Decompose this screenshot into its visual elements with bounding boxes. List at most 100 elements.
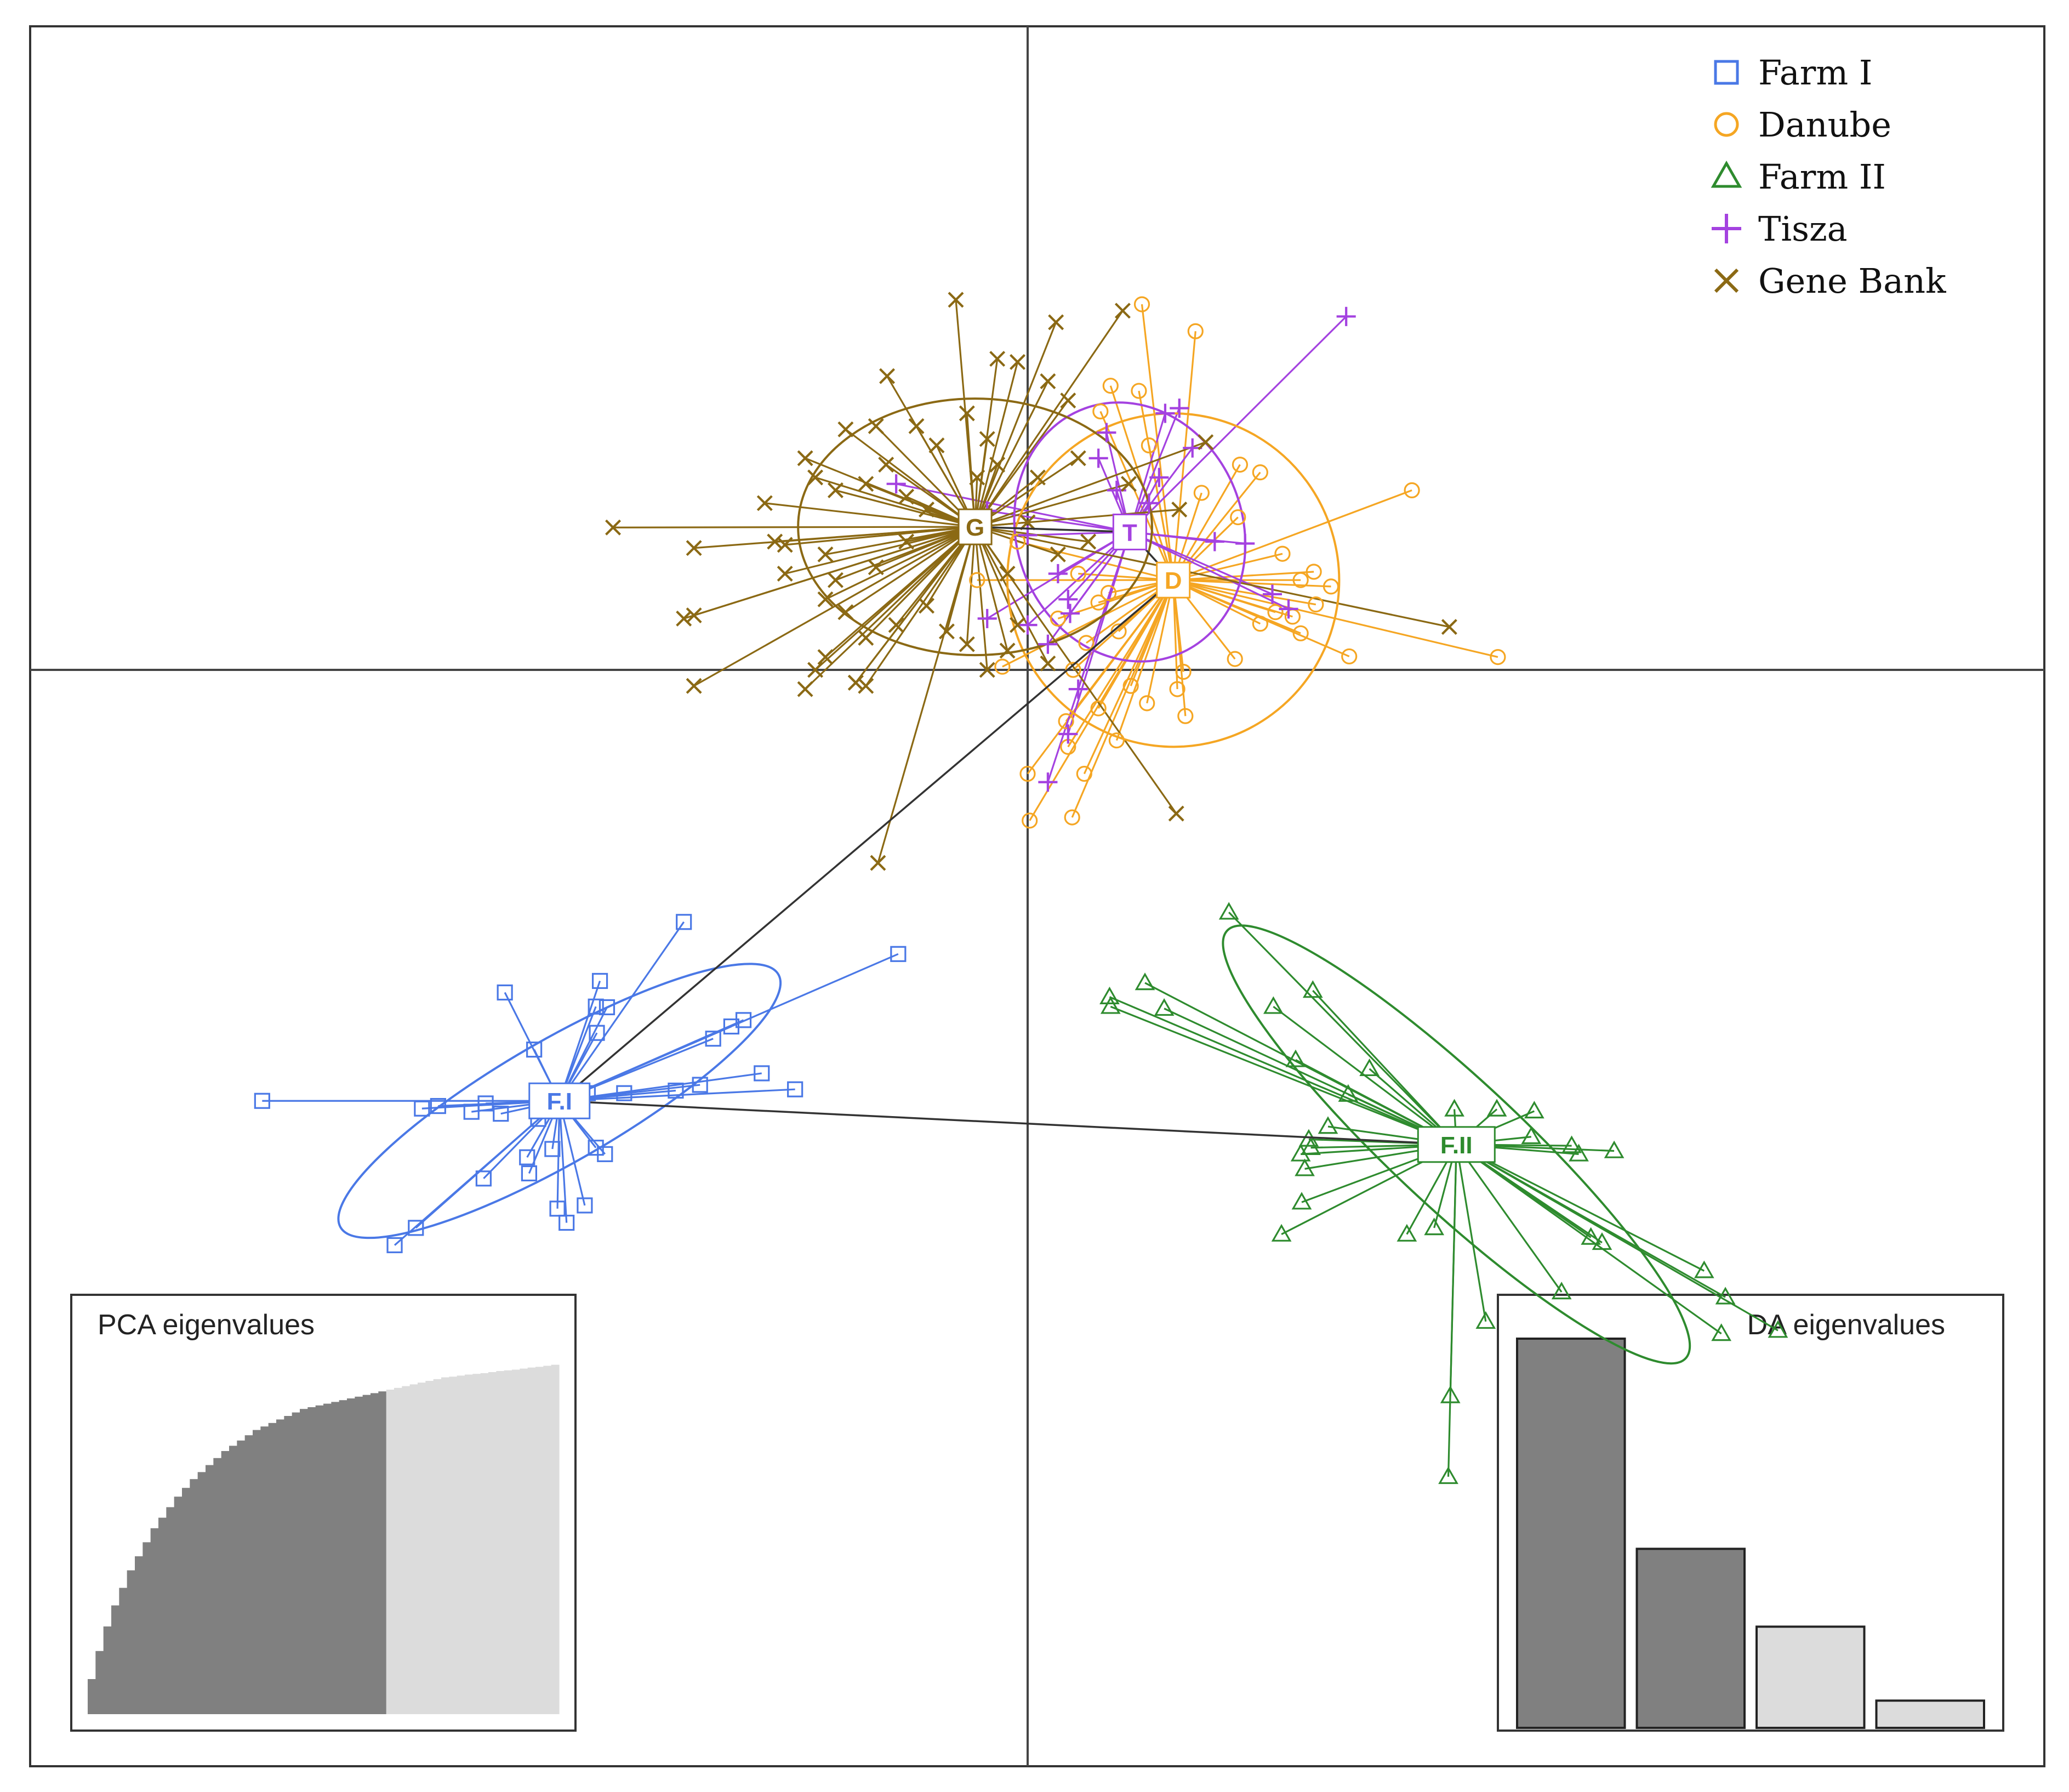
data-point [686, 678, 702, 694]
spider-line [558, 921, 685, 1102]
data-point [591, 972, 608, 989]
data-point [544, 1141, 561, 1157]
data-point [1050, 546, 1066, 562]
pca-eigenvalue-bar [315, 1405, 324, 1714]
data-point [676, 914, 692, 930]
centroid-box [1112, 513, 1147, 550]
data-point [948, 292, 964, 308]
data-point [1581, 1227, 1601, 1245]
data-point [898, 488, 915, 505]
data-point [477, 1095, 494, 1112]
pca-eigenvalue-bar [418, 1383, 426, 1714]
data-point [1092, 403, 1109, 420]
pca-eigenvalue-bar [425, 1381, 434, 1714]
data-point [1193, 485, 1210, 501]
spider-line [974, 322, 1057, 527]
data-point [605, 519, 622, 536]
data-point [827, 572, 843, 588]
spider-line [974, 526, 1450, 628]
pca-eigenvalue-bar [378, 1391, 387, 1714]
data-point [989, 351, 1006, 367]
pca-eigenvalue-bar [206, 1465, 214, 1714]
pca-eigenvalue-bar [158, 1517, 167, 1714]
data-point [1323, 578, 1340, 595]
pca-eigenvalue-bar [331, 1402, 340, 1714]
data-point [254, 1093, 270, 1109]
pca-eigenvalue-bar [386, 1390, 395, 1714]
pca-eigenvalue-bar [221, 1451, 230, 1714]
centroid-farm-i: F.I [528, 1082, 591, 1119]
data-point [756, 495, 773, 511]
legend-marker-icon [1714, 268, 1739, 293]
spider-line [855, 526, 976, 684]
pca-eigenvalue-bar [472, 1374, 481, 1714]
data-point [1198, 434, 1214, 451]
data-point [1090, 700, 1107, 716]
data-point [1404, 482, 1420, 499]
data-point [1711, 1323, 1732, 1341]
points-gene-bank [605, 292, 1457, 871]
data-point [1438, 1466, 1458, 1484]
data-point [979, 662, 995, 678]
spider-line [1029, 579, 1175, 821]
data-point [1038, 772, 1058, 792]
centroid-box [1417, 1126, 1496, 1163]
spider-line [1057, 579, 1174, 619]
spider-line [559, 1088, 795, 1102]
data-point [797, 681, 813, 697]
points-tisza [886, 306, 1356, 792]
data-point [1154, 998, 1175, 1016]
data-point [1070, 450, 1086, 467]
data-point [1177, 708, 1194, 724]
data-point [1295, 1158, 1315, 1176]
data-point [898, 533, 915, 550]
data-point [1441, 619, 1457, 635]
data-point [1521, 1126, 1542, 1145]
data-point [969, 572, 985, 588]
pca-eigenvalue-bar [135, 1556, 143, 1714]
da-eigenvalue-bar [1755, 1625, 1866, 1729]
pca-eigenvalue-bar [512, 1369, 520, 1714]
data-point [1078, 635, 1095, 651]
data-point [837, 421, 854, 437]
data-point [463, 1103, 480, 1120]
spider-line [1109, 996, 1457, 1146]
data-point [1141, 437, 1157, 454]
centroid-tisza: T [1112, 513, 1147, 550]
spider-line [1172, 464, 1241, 581]
data-point [959, 636, 975, 652]
data-point [1694, 1260, 1714, 1278]
spider-line [1173, 579, 1350, 657]
spider-line [1173, 553, 1283, 581]
data-point [817, 591, 834, 607]
data-point [969, 469, 985, 486]
data-point [767, 533, 783, 550]
spider-line [966, 526, 976, 645]
spider-line [974, 526, 988, 670]
data-point [928, 437, 945, 453]
legend-item-danube: Danube [1714, 105, 1891, 145]
pca-eigenvalue-bar [276, 1419, 284, 1714]
data-point [919, 598, 934, 614]
data-point [616, 1085, 632, 1101]
data-point [1271, 1224, 1292, 1242]
pca-eigenvalue-bar [307, 1407, 316, 1714]
data-point [549, 1201, 566, 1217]
data-point [1139, 493, 1159, 513]
data-point [1122, 678, 1139, 694]
data-point [1058, 713, 1074, 730]
pca-eigenvalue-bar [119, 1588, 128, 1714]
legend-label: Danube [1758, 105, 1891, 145]
data-point [1227, 651, 1243, 667]
data-point [1263, 996, 1284, 1014]
data-point [1341, 648, 1358, 665]
spider-line [974, 400, 1069, 528]
pca-eigenvalue-bar [347, 1398, 355, 1714]
data-point [521, 1165, 538, 1182]
legend-marker-icon [1714, 112, 1739, 137]
pca-eigenvalue-bar [551, 1364, 560, 1714]
pca-eigenvalue-bar [409, 1384, 418, 1714]
data-point [977, 608, 997, 628]
spider-line [1002, 579, 1174, 668]
pca-eigenvalue-bar [182, 1488, 190, 1714]
